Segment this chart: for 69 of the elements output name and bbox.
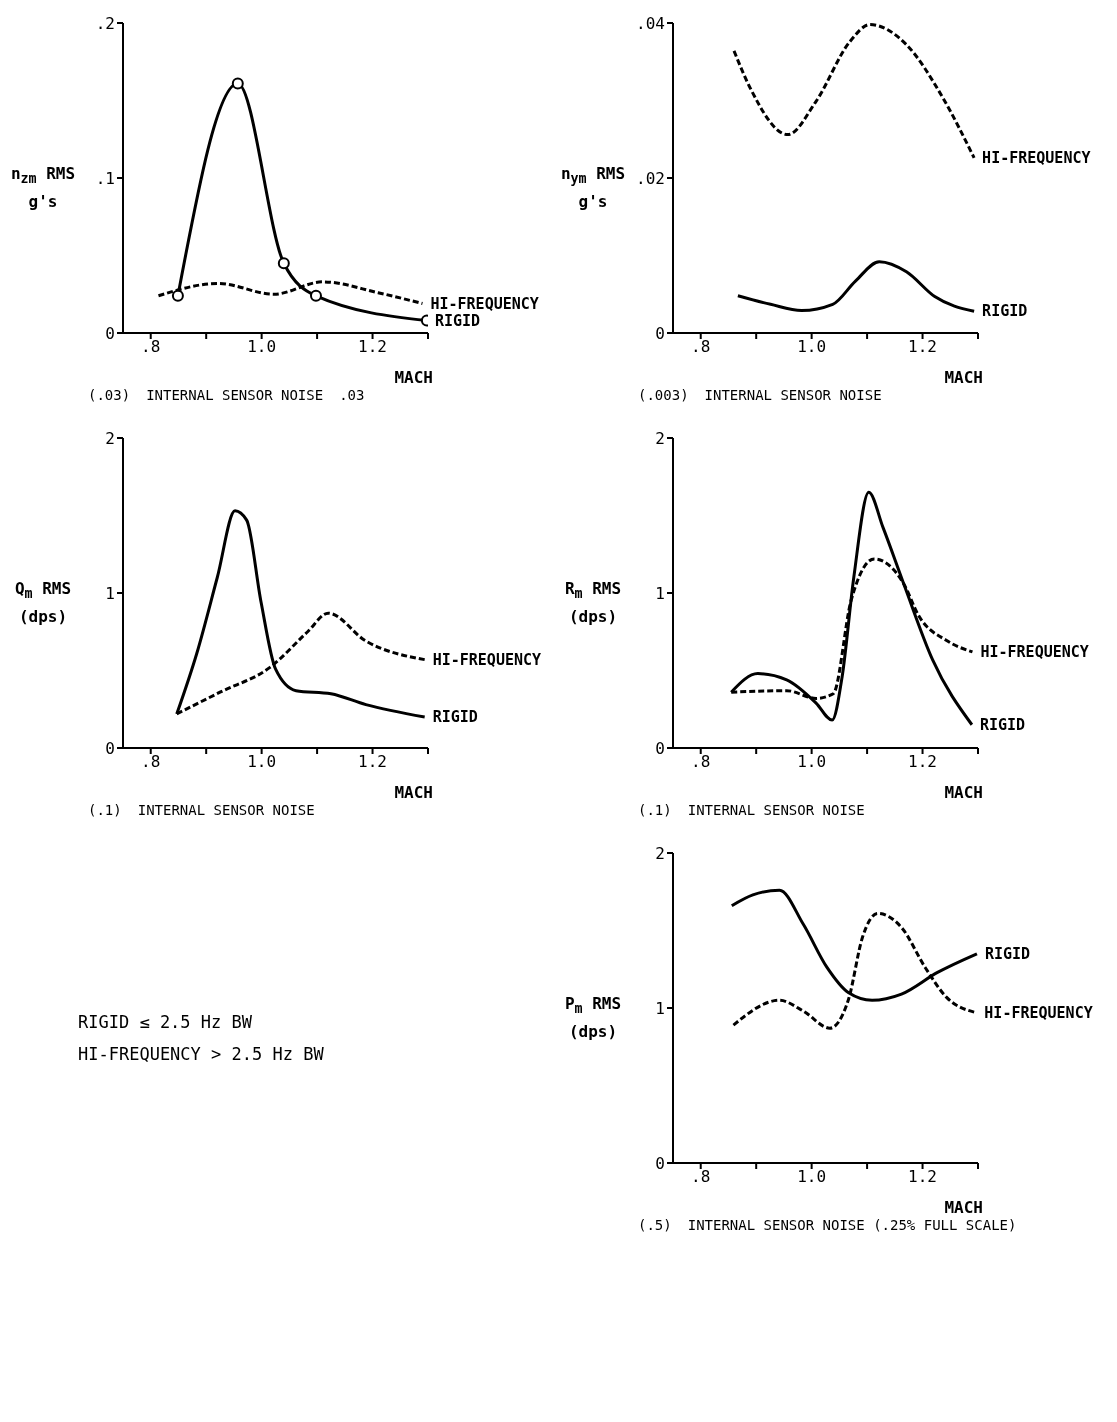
point — [231, 77, 244, 90]
point — [277, 257, 290, 270]
y-tick-label: 1 — [655, 583, 665, 603]
y-tick-label: 0 — [655, 1153, 665, 1173]
text: RIGID ≤ 2.5 Hz BW — [78, 1012, 252, 1032]
x-tick-label: 1.0 — [797, 1167, 827, 1187]
text: (.003) — [638, 387, 689, 403]
text: (.5) — [638, 1217, 672, 1233]
y-tick-label: 0 — [655, 323, 665, 343]
series-label: HI-FREQUENCY — [980, 642, 1089, 661]
series-label: HI-FREQUENCY — [984, 1003, 1093, 1022]
series-label: RIGID — [979, 715, 1026, 734]
x-tick-label: .8 — [141, 752, 161, 772]
y-tick-label: 1 — [105, 583, 115, 603]
y-tick-label: 0 — [655, 738, 665, 758]
line-series — [732, 23, 976, 160]
y-tick-label: 2 — [655, 428, 665, 448]
x-tick-label: .8 — [141, 337, 161, 357]
x-axis-title: MACH — [943, 368, 984, 387]
text: .03 — [339, 387, 365, 403]
y-axis-title: n$_{ym}$ RMS g's — [559, 163, 627, 213]
y-tick-label: 1 — [655, 998, 665, 1018]
series-label: RIGID — [984, 944, 1031, 963]
x-axis-title: MACH — [393, 368, 434, 387]
series-label: HI-FREQUENCY — [982, 148, 1091, 167]
text: (.1) — [88, 802, 122, 818]
series-label: RIGID — [982, 302, 1028, 321]
x-tick-label: 1.2 — [908, 752, 937, 772]
x-tick-label: 1.0 — [247, 337, 277, 357]
x-tick-label: 1.2 — [908, 1167, 937, 1187]
y-tick-label: 2 — [105, 428, 115, 448]
y-axis-title: Q$_{m}$ RMS (dps) — [13, 578, 73, 628]
x-tick-label: 1.0 — [797, 752, 827, 772]
x-tick-label: .8 — [691, 337, 711, 357]
x-tick-label: 1.2 — [908, 337, 937, 357]
x-tick-label: 1.0 — [247, 752, 277, 772]
y-tick-label: .04 — [636, 13, 665, 33]
x-tick-label: 1.2 — [358, 752, 387, 772]
line-series — [736, 260, 976, 313]
text: INTERNAL SENSOR NOISE — [146, 387, 324, 403]
x-tick-label: .8 — [691, 752, 711, 772]
y-tick-label: .2 — [95, 13, 115, 33]
y-axis-title: P$_{m}$ RMS (dps) — [563, 993, 623, 1043]
point — [309, 289, 322, 302]
series-label: HI-FREQUENCY — [430, 294, 539, 313]
x-axis-title: MACH — [393, 783, 434, 802]
y-tick-label: .02 — [636, 168, 665, 188]
series-label: HI-FREQUENCY — [432, 650, 542, 669]
text: (.1) — [638, 802, 672, 818]
x-tick-label: 1.0 — [797, 337, 827, 357]
series-label: RIGID — [434, 311, 481, 330]
series-label: RIGID — [432, 708, 478, 726]
x-tick-label: 1.2 — [358, 337, 387, 357]
text: INTERNAL SENSOR NOISE — [137, 802, 315, 818]
y-axis-title: n$_{zm}$ RMS g's — [9, 163, 77, 213]
text: INTERNAL SENSOR NOISE — [687, 802, 865, 818]
y-tick-label: 2 — [655, 843, 665, 863]
x-axis-title: MACH — [943, 783, 984, 802]
y-tick-label: .1 — [95, 168, 115, 188]
y-tick-label: 0 — [105, 323, 115, 343]
y-tick-label: 0 — [105, 738, 115, 758]
point — [171, 289, 184, 302]
y-axis-title: R$_{m}$ RMS (dps) — [563, 578, 623, 628]
text: HI-FREQUENCY > 2.5 Hz BW — [78, 1044, 324, 1064]
text: INTERNAL SENSOR NOISE (.25% FULL SCALE) — [687, 1217, 1017, 1233]
x-tick-label: .8 — [691, 1167, 711, 1187]
x-axis-title: MACH — [943, 1198, 984, 1217]
text: (.03) — [88, 387, 131, 403]
text: INTERNAL SENSOR NOISE — [704, 387, 882, 403]
